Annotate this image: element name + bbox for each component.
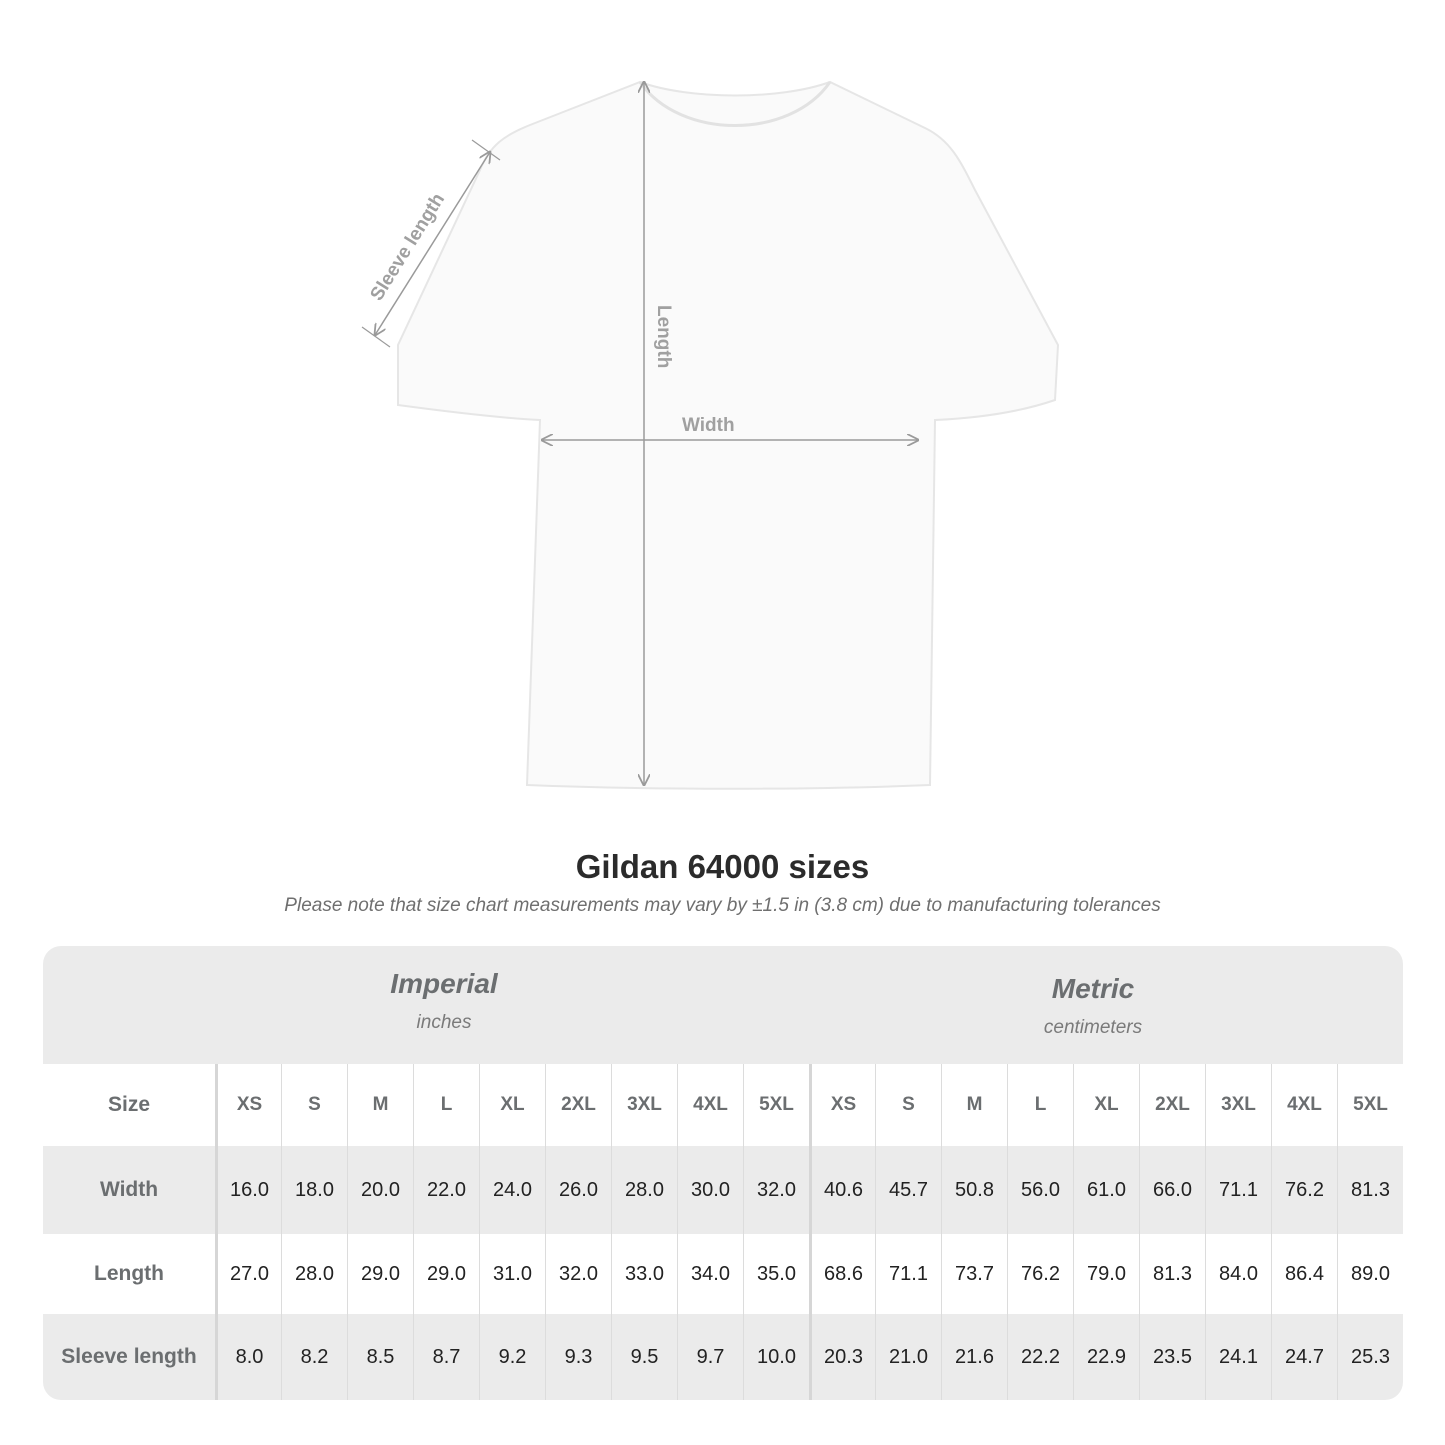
size-table: Imperial inches Metric centimeters Size X… — [43, 946, 1403, 1400]
imperial-header: Imperial inches — [147, 968, 741, 1034]
value-cell: 26.0 — [545, 1146, 611, 1234]
table-row: Length 27.0 28.0 29.0 29.0 31.0 32.0 33.0 34.0 35… — [43, 1234, 1403, 1314]
value-cell: 28.0 — [281, 1234, 347, 1314]
table-row: Sleeve length 8.0 8.2 8.5 8.7 9.2 9.3 9.5 9.7 10.… — [43, 1314, 1403, 1400]
page-title: Gildan 64000 sizes — [575, 848, 870, 885]
value-cell: 84.0 — [1205, 1234, 1271, 1314]
value-cell: 32.0 — [743, 1146, 809, 1234]
value-cell: 9.7 — [677, 1314, 743, 1400]
size-header-cell: 5XL — [1337, 1064, 1403, 1146]
sleeve-arrow — [375, 152, 490, 335]
value-cell: 8.7 — [413, 1314, 479, 1400]
table-row: Width 16.0 18.0 20.0 22.0 24.0 26.0 28.0 30.0 32.… — [43, 1146, 1403, 1234]
value-cell: 20.0 — [347, 1146, 413, 1234]
value-cell: 71.1 — [875, 1234, 941, 1314]
size-header-cell: L — [413, 1064, 479, 1146]
value-cell: 18.0 — [281, 1146, 347, 1234]
value-cell: 81.3 — [1337, 1146, 1403, 1234]
value-cell: 33.0 — [611, 1234, 677, 1314]
value-cell: 34.0 — [677, 1234, 743, 1314]
value-cell: 23.5 — [1139, 1314, 1205, 1400]
imperial-unit: inches — [416, 1012, 472, 1033]
value-cell: 31.0 — [479, 1234, 545, 1314]
size-header-cell: 5XL — [743, 1064, 809, 1146]
value-cell: 73.7 — [941, 1234, 1007, 1314]
size-header-cell: 3XL — [1205, 1064, 1271, 1146]
size-header-cell: XL — [479, 1064, 545, 1146]
value-cell: 8.2 — [281, 1314, 347, 1400]
value-cell: 30.0 — [677, 1146, 743, 1234]
metric-unit: centimeters — [1043, 1017, 1143, 1038]
value-cell: 61.0 — [1073, 1146, 1139, 1234]
width-label: Width — [682, 415, 735, 436]
value-cell: 10.0 — [743, 1314, 809, 1400]
value-cell: 40.6 — [809, 1146, 875, 1234]
value-cell: 50.8 — [941, 1146, 1007, 1234]
value-cell: 21.6 — [941, 1314, 1007, 1400]
row-label: Length — [94, 1262, 164, 1285]
value-cell: 79.0 — [1073, 1234, 1139, 1314]
value-cell: 28.0 — [611, 1146, 677, 1234]
value-cell: 24.1 — [1205, 1314, 1271, 1400]
value-cell: 76.2 — [1007, 1234, 1073, 1314]
value-cell: 9.2 — [479, 1314, 545, 1400]
size-header-cell: M — [347, 1064, 413, 1146]
size-header-cell: S — [281, 1064, 347, 1146]
value-cell: 9.5 — [611, 1314, 677, 1400]
value-cell: 27.0 — [215, 1234, 281, 1314]
tolerance-note: Please note that size chart measurements… — [284, 895, 1161, 916]
value-cell: 89.0 — [1337, 1234, 1403, 1314]
value-cell: 24.0 — [479, 1146, 545, 1234]
size-header-cell: M — [941, 1064, 1007, 1146]
value-cell: 71.1 — [1205, 1146, 1271, 1234]
value-cell: 8.0 — [215, 1314, 281, 1400]
value-cell: 29.0 — [413, 1234, 479, 1314]
table-header: Imperial inches Metric centimeters — [43, 946, 1403, 1064]
tshirt-diagram: Sleeve length Length Width — [361, 0, 1060, 790]
value-cell: 86.4 — [1271, 1234, 1337, 1314]
value-cell: 8.5 — [347, 1314, 413, 1400]
size-header-cell: XL — [1073, 1064, 1139, 1146]
size-header-cell: XS — [215, 1064, 281, 1146]
value-cell: 22.9 — [1073, 1314, 1139, 1400]
metric-header: Metric centimeters — [796, 973, 1390, 1039]
size-header-cell: 3XL — [611, 1064, 677, 1146]
value-cell: 68.6 — [809, 1234, 875, 1314]
value-cell: 24.7 — [1271, 1314, 1337, 1400]
size-header-cell: XS — [809, 1064, 875, 1146]
value-cell: 22.2 — [1007, 1314, 1073, 1400]
size-header-cell: 2XL — [545, 1064, 611, 1146]
value-cell: 9.3 — [545, 1314, 611, 1400]
imperial-title: Imperial — [390, 968, 498, 999]
value-cell: 81.3 — [1139, 1234, 1205, 1314]
value-cell: 21.0 — [875, 1314, 941, 1400]
size-header-cell: 2XL — [1139, 1064, 1205, 1146]
size-header-cell: 4XL — [1271, 1064, 1337, 1146]
value-cell: 45.7 — [875, 1146, 941, 1234]
value-cell: 25.3 — [1337, 1314, 1403, 1400]
value-cell: 20.3 — [809, 1314, 875, 1400]
row-label: Width — [99, 1178, 159, 1201]
row-label: Size — [107, 1093, 151, 1116]
length-label: Length — [653, 305, 674, 368]
size-header-cell: L — [1007, 1064, 1073, 1146]
metric-title: Metric — [1051, 973, 1135, 1004]
value-cell: 56.0 — [1007, 1146, 1073, 1234]
value-cell: 35.0 — [743, 1234, 809, 1314]
size-header-row: Size XS S M L XL 2XL 3XL 4XL 5XL XS S M L XL 2XL 3XL 4XL 5… — [43, 1064, 1403, 1146]
value-cell: 76.2 — [1271, 1146, 1337, 1234]
size-header-cell: S — [875, 1064, 941, 1146]
value-cell: 32.0 — [545, 1234, 611, 1314]
value-cell: 66.0 — [1139, 1146, 1205, 1234]
size-header-cell: 4XL — [677, 1064, 743, 1146]
value-cell: 22.0 — [413, 1146, 479, 1234]
row-label: Sleeve length — [61, 1345, 197, 1368]
value-cell: 29.0 — [347, 1234, 413, 1314]
value-cell: 16.0 — [215, 1146, 281, 1234]
